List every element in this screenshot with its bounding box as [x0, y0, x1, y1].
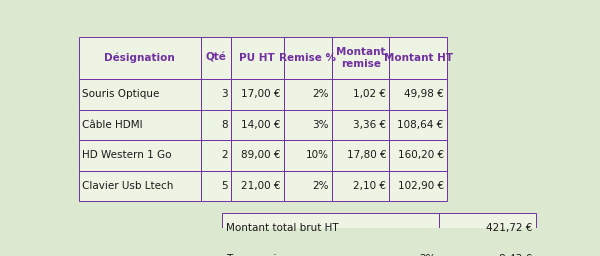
Text: 3%: 3% [312, 120, 329, 130]
Text: 160,20 €: 160,20 € [398, 150, 444, 161]
Text: 5: 5 [221, 181, 227, 191]
Bar [201, 171, 230, 201]
Text: 49,98 €: 49,98 € [404, 89, 444, 99]
Bar [284, 110, 332, 140]
Text: 17,80 €: 17,80 € [347, 150, 386, 161]
Bar [389, 37, 447, 79]
Bar [332, 171, 389, 201]
Text: Câble HDMI: Câble HDMI [82, 120, 143, 130]
Text: Montant HT: Montant HT [383, 53, 453, 63]
Bar [230, 79, 284, 110]
Text: Remise %: Remise % [279, 53, 336, 63]
Text: PU HT: PU HT [239, 53, 275, 63]
Text: 89,00 €: 89,00 € [241, 150, 280, 161]
Text: 2,10 €: 2,10 € [353, 181, 386, 191]
Bar [230, 171, 284, 201]
Bar [201, 140, 230, 171]
Bar [439, 244, 536, 256]
Bar [284, 37, 332, 79]
Text: 14,00 €: 14,00 € [241, 120, 280, 130]
Bar [439, 213, 536, 244]
Bar [79, 79, 201, 110]
Text: 2: 2 [221, 150, 227, 161]
Text: Montant total brut HT: Montant total brut HT [226, 223, 338, 233]
Text: 8,43 €: 8,43 € [499, 254, 532, 256]
Bar [389, 79, 447, 110]
Text: HD Western 1 Go: HD Western 1 Go [82, 150, 172, 161]
Bar [332, 140, 389, 171]
Bar [389, 140, 447, 171]
Text: 102,90 €: 102,90 € [398, 181, 444, 191]
Text: Taux remise: Taux remise [226, 254, 289, 256]
Text: Montant
remise: Montant remise [336, 47, 385, 69]
Bar [201, 79, 230, 110]
Bar [230, 110, 284, 140]
Bar [79, 37, 201, 79]
Bar [332, 110, 389, 140]
Bar [332, 37, 389, 79]
Text: 421,72 €: 421,72 € [486, 223, 532, 233]
Bar [389, 110, 447, 140]
Bar [79, 110, 201, 140]
Text: Désignation: Désignation [104, 52, 175, 63]
Text: Clavier Usb Ltech: Clavier Usb Ltech [82, 181, 173, 191]
Text: Qté: Qté [205, 53, 226, 63]
Bar [201, 110, 230, 140]
Text: 17,00 €: 17,00 € [241, 89, 280, 99]
Bar [284, 140, 332, 171]
Bar [284, 79, 332, 110]
Bar [389, 171, 447, 201]
Bar [79, 140, 201, 171]
Text: 21,00 €: 21,00 € [241, 181, 280, 191]
Text: 8: 8 [221, 120, 227, 130]
Bar [201, 37, 230, 79]
Text: 2%: 2% [312, 181, 329, 191]
Bar [284, 171, 332, 201]
Text: 10%: 10% [305, 150, 329, 161]
Bar [222, 244, 439, 256]
Text: 2%: 2% [312, 89, 329, 99]
Bar [79, 171, 201, 201]
Text: 3,36 €: 3,36 € [353, 120, 386, 130]
Text: 2%: 2% [419, 254, 436, 256]
Bar [230, 37, 284, 79]
Text: 1,02 €: 1,02 € [353, 89, 386, 99]
Text: Souris Optique: Souris Optique [82, 89, 160, 99]
Bar [230, 140, 284, 171]
Bar [222, 213, 439, 244]
Text: 3: 3 [221, 89, 227, 99]
Text: 108,64 €: 108,64 € [397, 120, 444, 130]
Bar [332, 79, 389, 110]
